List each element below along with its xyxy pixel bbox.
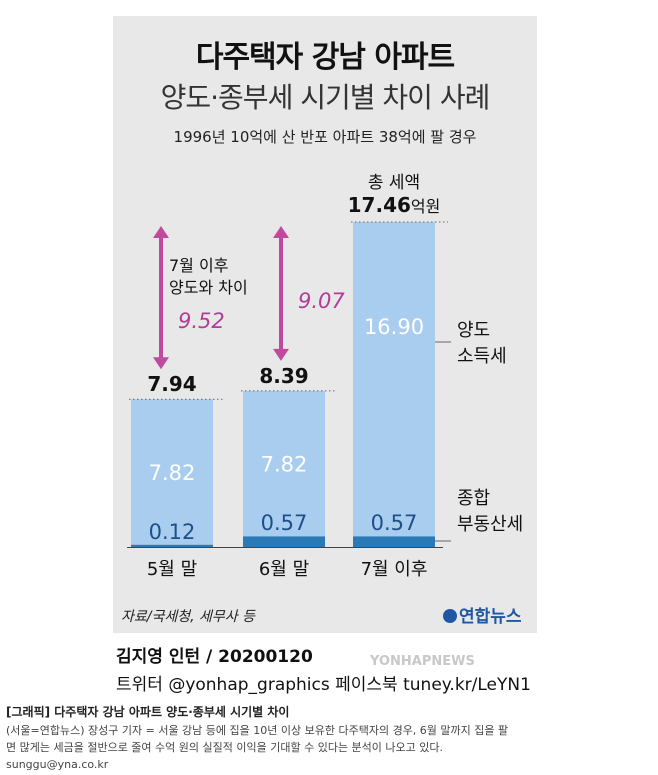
legend-label-property-tax: 종합 [457,488,490,509]
article-email: sunggu@yna.co.kr [6,758,109,771]
legend-label-income-tax: 양도 [457,320,490,341]
difference-arrow-head [153,226,169,238]
chart-title: 다주택자 강남 아파트 [195,40,455,75]
difference-arrow-head [273,226,289,238]
bar-property-tax [131,544,213,547]
total-label: 7.94 [147,372,196,396]
difference-heading: 양도와 차이 [169,278,248,297]
source-note: 자료/국세청, 세무사 등 [121,609,255,625]
difference-arrow-head [273,348,289,361]
difference-label: 9.07 [298,289,345,313]
yonhap-logo-icon [443,609,457,623]
category-label: 5월 말 [147,559,197,580]
total-label: 17.46억원 [348,193,441,217]
watermark: YONHAPNEWS [370,654,475,669]
category-label: 6월 말 [259,559,309,580]
chart-subtitle: 양도·종부세 시기별 차이 사례 [160,81,491,114]
category-label: 7월 이후 [361,559,428,580]
stacked-bar-chart: 0.12 7.82 5월 말 7.94 0.57 7.82 6월 말 8.39 0.57 16.9… [127,173,523,580]
bar-income-tax [243,390,325,537]
yonhap-logo: 연합뉴스 [443,602,522,627]
difference-heading: 7월 이후 [169,256,228,275]
segment-label-income-tax: 7.82 [149,461,196,485]
logo-text: 연합뉴스 [459,607,522,627]
bar-property-tax [353,536,435,547]
total-label: 8.39 [259,364,308,388]
total-heading: 총 세액 [368,173,420,193]
segment-label-income-tax: 7.82 [261,453,308,477]
article-body-line: 면 많게는 세금을 절반으로 줄여 수억 원의 실질적 이익을 기대할 수 있다… [6,741,444,754]
social-credit: 트위터 @yonhap_graphics 페이스북 tuney.kr/LeYN1 [116,675,531,695]
author-credit: 김지영 인턴 / 20200120 [116,647,313,667]
difference-arrow-head [153,357,169,370]
difference-label: 9.52 [178,309,225,333]
legend-label-property-tax: 부동산세 [457,514,523,535]
segment-label-property-tax: 0.57 [261,511,308,535]
bar-property-tax [243,536,325,547]
segment-label-income-tax: 16.90 [364,315,424,339]
chart-caption: 1996년 10억에 산 반포 아파트 38억에 팔 경우 [173,128,477,146]
bar-income-tax [131,399,213,545]
segment-label-property-tax: 0.12 [149,520,196,544]
article-body-line: (서울=연합뉴스) 장성구 기자 = 서울 강남 등에 집을 10년 이상 보유… [6,724,509,737]
segment-label-property-tax: 0.57 [371,511,418,535]
legend-label-income-tax: 소득세 [457,346,507,367]
bar-income-tax [353,222,435,537]
infographic-panel: 다주택자 강남 아파트 양도·종부세 시기별 차이 사례 1996년 10억에 … [113,16,537,633]
article-title: [그래픽] 다주택자 강남 아파트 양도·종부세 시기별 차이 [6,705,290,719]
